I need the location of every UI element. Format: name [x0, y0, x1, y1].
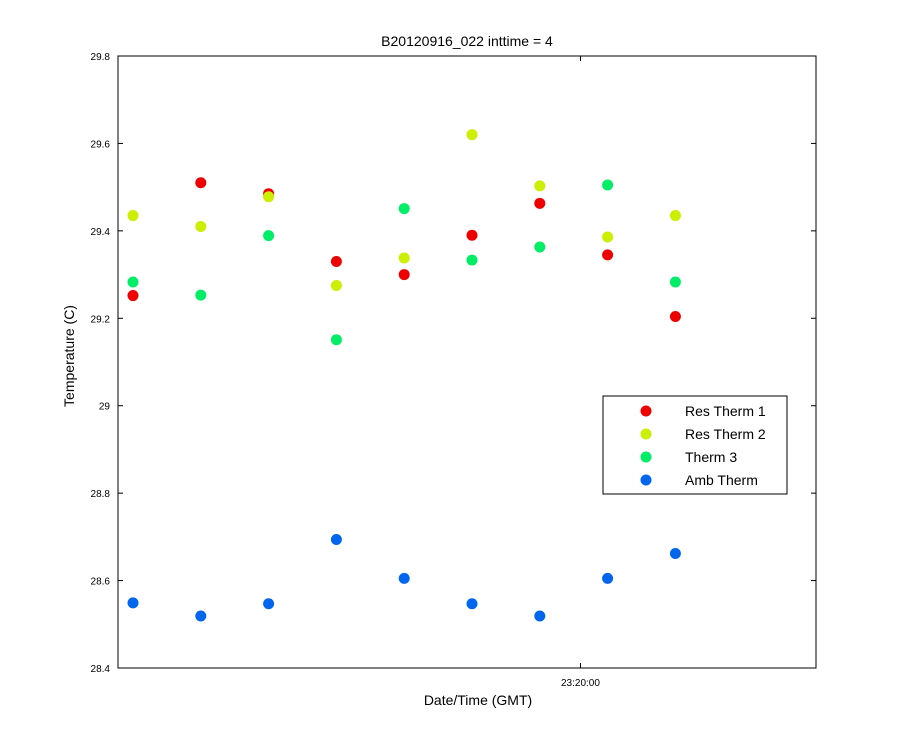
legend-marker-therm-3 — [640, 451, 652, 463]
res-therm-2-point — [602, 231, 614, 243]
res-therm-1-point — [602, 249, 614, 261]
therm-3-point — [534, 241, 546, 253]
res-therm-1-point — [398, 269, 410, 281]
res-therm-2-point — [398, 252, 410, 264]
amb-therm-point — [263, 598, 275, 610]
therm-3-point — [330, 334, 342, 346]
res-therm-1-point — [330, 255, 342, 267]
amb-therm-point — [195, 610, 207, 622]
amb-therm-point — [398, 572, 410, 584]
y-tick-label: 29.2 — [91, 314, 111, 325]
y-tick-label: 29.8 — [91, 52, 111, 63]
res-therm-1-point — [466, 229, 478, 241]
x-axis: 23:20:00 — [561, 56, 600, 689]
x-tick-label: 23:20:00 — [561, 678, 600, 689]
legend-marker-res-therm-1 — [640, 405, 652, 417]
res-therm-2-point — [263, 191, 275, 203]
y-tick-label: 29 — [99, 402, 111, 413]
amb-therm-point — [669, 547, 681, 559]
res-therm-2-point — [466, 129, 478, 141]
legend-label-therm-3: Therm 3 — [685, 449, 737, 465]
legend-label-res-therm-1: Res Therm 1 — [685, 403, 766, 419]
legend-label-res-therm-2: Res Therm 2 — [685, 426, 766, 442]
therm-3-point — [669, 276, 681, 288]
therm-3-point — [602, 179, 614, 191]
legend-marker-res-therm-2 — [640, 428, 652, 440]
data-points — [127, 129, 681, 622]
amb-therm-point — [534, 610, 546, 622]
amb-therm-point — [466, 598, 478, 610]
plot-area — [117, 55, 817, 669]
res-therm-1-point — [195, 177, 207, 189]
amb-therm-point — [127, 597, 139, 609]
res-therm-1-point — [669, 311, 681, 323]
y-axis: 28.4 28.6 28.8 29 29.2 29.4 29.6 29.8 — [91, 52, 816, 675]
res-therm-2-point — [195, 220, 207, 232]
y-tick-label: 29.4 — [91, 227, 111, 238]
y-tick-label: 28.6 — [91, 577, 111, 588]
x-axis-label: Date/Time (GMT) — [424, 692, 532, 708]
therm-3-point — [466, 254, 478, 266]
res-therm-1-point — [127, 290, 139, 302]
chart-title: B20120916_022 inttime = 4 — [381, 33, 553, 49]
y-tick-label: 28.8 — [91, 489, 111, 500]
y-tick-label: 28.4 — [91, 664, 111, 675]
amb-therm-point — [330, 533, 342, 545]
res-therm-2-point — [669, 210, 681, 222]
amb-therm-point — [602, 572, 614, 584]
therm-3-point — [398, 203, 410, 215]
therm-3-point — [195, 289, 207, 301]
legend-label-amb-therm: Amb Therm — [685, 472, 758, 488]
therm-3-point — [127, 276, 139, 288]
legend-box — [602, 395, 788, 495]
y-axis-label: Temperature (C) — [61, 305, 77, 407]
therm-3-point — [263, 230, 275, 242]
res-therm-2-point — [330, 280, 342, 291]
res-therm-2-point — [127, 210, 139, 222]
legend: Res Therm 1 Res Therm 2 Therm 3 Amb Therm — [602, 395, 788, 495]
res-therm-1-point — [534, 197, 546, 209]
res-therm-2-point — [534, 180, 546, 192]
legend-marker-amb-therm — [640, 474, 652, 486]
y-tick-label: 29.6 — [91, 139, 111, 150]
